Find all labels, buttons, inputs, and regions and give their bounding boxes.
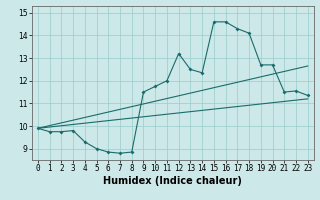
X-axis label: Humidex (Indice chaleur): Humidex (Indice chaleur): [103, 176, 242, 186]
